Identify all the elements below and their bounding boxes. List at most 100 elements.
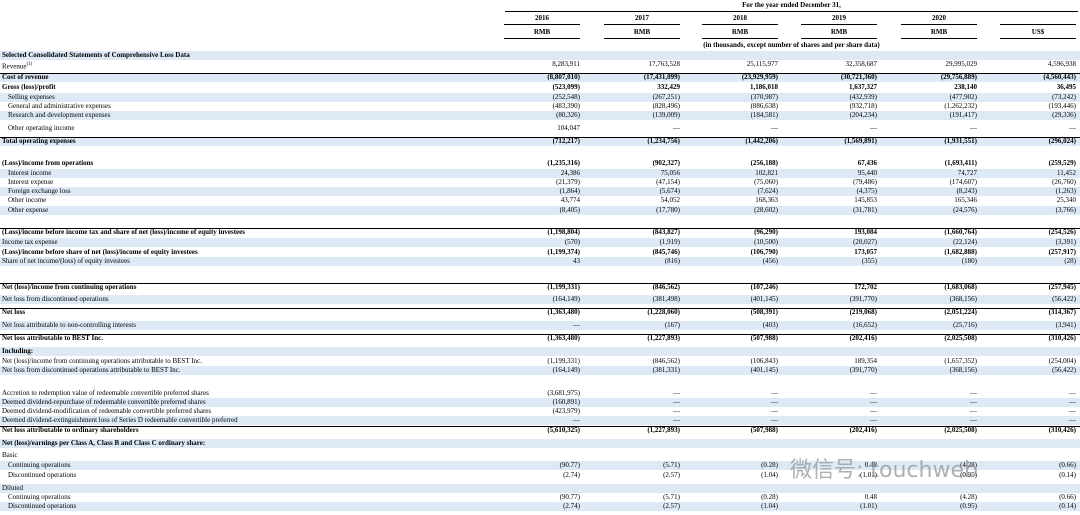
cell-value: (1,235,316) (547, 159, 580, 167)
row-band (0, 137, 1080, 146)
cell-value: (90.77) (559, 493, 580, 501)
cell-value: (28) (1064, 257, 1076, 265)
cell-value: (2,051,224) (944, 308, 977, 316)
cell-value: (1,363,480) (547, 334, 580, 342)
row-label: Selected Consolidated Statements of Comp… (2, 51, 190, 60)
cell-value: (96,290) (754, 228, 778, 236)
cell-value: — (970, 389, 977, 397)
cell-value: (257,917) (1048, 248, 1076, 256)
cell-value: (1,660,764) (944, 228, 977, 236)
period-header: For the year ended December 31, (742, 1, 841, 9)
row-label-text: Net loss attributable to ordinary shareh… (2, 426, 139, 434)
cell-value: (1,569,891) (844, 137, 877, 145)
cell-value: — (970, 124, 977, 132)
cell-value: (191,417) (949, 111, 977, 119)
cell-value: (1,199,331) (547, 283, 580, 291)
row-label-text: Basic (2, 451, 18, 459)
row-label-text: Cost of revenue (2, 73, 49, 81)
cell-value: (180) (961, 257, 977, 265)
row-band (0, 366, 1080, 375)
cell-value: (381,331) (652, 366, 680, 374)
year-rule (901, 24, 977, 25)
cell-value: (139,009) (652, 111, 680, 119)
cell-value: (3,766) (1055, 206, 1076, 214)
cell-value: 0.48 (864, 461, 877, 469)
cell-value: 172,702 (854, 283, 877, 291)
currency-rule (1000, 38, 1076, 39)
row-band (0, 461, 1080, 470)
cell-value: (219,068) (849, 308, 877, 316)
row-label: Continuing operations (8, 461, 70, 470)
cell-value: (90.77) (559, 461, 580, 469)
row-label-text: Net loss (2, 308, 26, 316)
cell-value: 25,340 (1056, 196, 1076, 204)
cell-value: (23,929,959) (741, 73, 778, 81)
cell-value: (1.04) (761, 471, 778, 479)
row-label-text: Net loss attributable to non-controlling… (2, 321, 136, 329)
row-label: Accretion to redemption value of redeema… (2, 389, 209, 398)
row-rule (0, 228, 1080, 229)
cell-value: (310,426) (1048, 426, 1076, 434)
cell-value: (56,422) (1052, 295, 1076, 303)
currency-rule (504, 38, 580, 39)
row-band (0, 206, 1080, 215)
row-label: Basic (2, 451, 18, 460)
cell-value: (16,652) (853, 321, 877, 329)
row-label-text: Gross (loss)/profit (2, 83, 56, 91)
cell-value: 43 (573, 257, 580, 265)
cell-value: 32,358,687 (845, 60, 878, 68)
year-header: 2016 (535, 14, 549, 22)
cell-value: — (573, 416, 580, 424)
cell-value: (0.28) (761, 493, 778, 501)
cell-value: 0.48 (864, 493, 877, 501)
cell-value: (368,156) (949, 366, 977, 374)
cell-value: (355) (861, 257, 877, 265)
cell-value: — (673, 416, 680, 424)
cell-value: — (970, 416, 977, 424)
row-label: Deemed dividend-extinguishment loss of S… (2, 416, 238, 425)
row-label-text: Foreign exchange loss (8, 187, 71, 195)
currency-rule (702, 38, 778, 39)
cell-value: (1,919) (659, 238, 680, 246)
cell-value: (370,987) (750, 93, 778, 101)
cell-value: (403) (762, 321, 778, 329)
row-label: Net (loss)/income from continuing operat… (2, 357, 202, 366)
cell-value: 332,429 (657, 83, 680, 91)
cell-value: — (1069, 398, 1076, 406)
row-label: Including: (2, 347, 33, 356)
cell-value: (17,780) (656, 206, 680, 214)
cell-value: (0.28) (761, 461, 778, 469)
row-rule (0, 334, 1080, 335)
row-band (0, 73, 1080, 82)
cell-value: 104,047 (557, 124, 580, 132)
cell-value: (2,025,508) (944, 334, 977, 342)
row-label-text: Net loss attributable to BEST Inc. (2, 334, 103, 342)
cell-value: (167) (664, 321, 680, 329)
cell-value: (0.95) (960, 471, 977, 479)
cell-value: (75,060) (754, 178, 778, 186)
cell-value: (3,681,975) (547, 389, 580, 397)
cell-value: — (573, 321, 580, 329)
cell-value: — (673, 407, 680, 415)
cell-value: (401,145) (750, 295, 778, 303)
cell-value: (2.57) (663, 471, 680, 479)
cell-value: (310,426) (1048, 334, 1076, 342)
cell-value: (21,379) (556, 178, 580, 186)
cell-value: (846,562) (652, 283, 680, 291)
row-label-text: Research and development expenses (8, 111, 111, 119)
row-label: Net loss (2, 308, 25, 317)
cell-value: (845,746) (652, 248, 680, 256)
cell-value: (1,682,888) (944, 248, 977, 256)
cell-value: 189,354 (854, 357, 877, 365)
row-label-text: Interest expense (8, 178, 54, 186)
row-label-text: Net (loss)/earnings per Class A, Class B… (2, 439, 206, 447)
row-band (0, 347, 1080, 356)
cell-value: (477,902) (949, 93, 977, 101)
cell-value: 95,440 (857, 169, 877, 177)
row-band (0, 111, 1080, 120)
cell-value: (1,363,480) (547, 308, 580, 316)
cell-value: (24,576) (953, 206, 977, 214)
row-band (0, 257, 1080, 266)
cell-value: (80,326) (556, 111, 580, 119)
